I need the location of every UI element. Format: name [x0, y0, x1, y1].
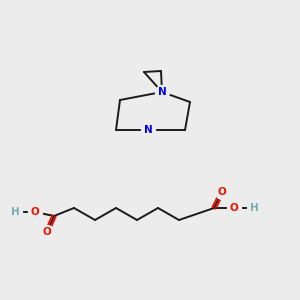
Text: O: O [31, 207, 39, 217]
Text: O: O [230, 203, 238, 213]
Text: O: O [43, 227, 51, 237]
Text: H: H [11, 207, 20, 217]
Text: N: N [144, 125, 152, 135]
Text: H: H [250, 203, 258, 213]
Text: O: O [218, 187, 226, 197]
Text: N: N [158, 87, 166, 97]
